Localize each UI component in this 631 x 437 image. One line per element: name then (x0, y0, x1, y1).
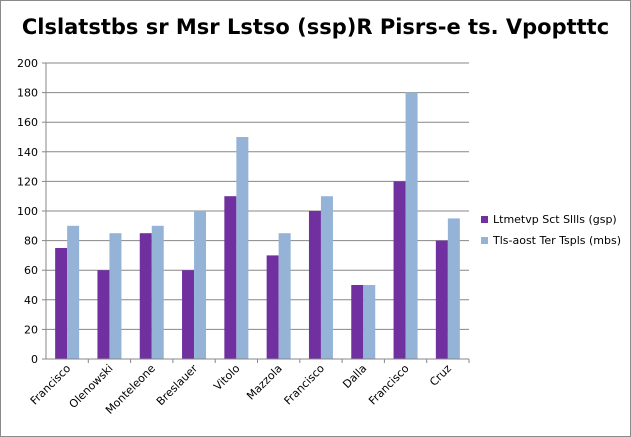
x-tick-label: Breslauer (154, 362, 201, 409)
y-tick-label: 40 (24, 294, 38, 307)
legend-label: Tls-aost Ter Tspls (mbs) (492, 234, 621, 247)
legend-label: Ltmetvp Sct Sllls (gsp) (493, 213, 617, 226)
bar-series-2 (363, 285, 376, 359)
bars (55, 92, 460, 359)
bar-series-1 (266, 255, 279, 359)
legend: Ltmetvp Sct Sllls (gsp) Tls-aost Ter Tspl… (481, 213, 621, 247)
bar-series-1 (55, 248, 68, 359)
bar-series-2 (194, 211, 207, 359)
x-tick-label: Vitolo (211, 362, 242, 393)
axes (42, 62, 470, 363)
bar-series-1 (308, 211, 321, 359)
bar-series-1 (393, 181, 406, 359)
bar-series-2 (109, 233, 122, 359)
bar-series-2 (405, 92, 418, 359)
bar-series-1 (182, 270, 195, 359)
y-tick-label: 160 (17, 116, 38, 129)
y-tick-labels: 0 20 40 60 80 100 120 140 160 180 200 (17, 57, 38, 366)
bar-series-2 (278, 233, 291, 359)
bar-series-2 (151, 225, 164, 359)
bar-series-2 (236, 137, 249, 359)
y-tick-label: 200 (17, 57, 38, 70)
bar-series-1 (435, 240, 448, 359)
bar-series-2 (447, 218, 460, 359)
x-tick-label: Mazzola (244, 362, 285, 403)
legend-swatch (481, 216, 488, 223)
y-tick-label: 20 (24, 323, 38, 336)
x-tick-label: Dalla (340, 362, 369, 391)
y-tick-label: 60 (24, 264, 38, 277)
x-tick-label: Francisco (282, 362, 328, 408)
x-tick-label: Francisco (366, 362, 412, 408)
y-tick-label: 140 (17, 146, 38, 159)
bar-series-2 (67, 225, 80, 359)
legend-swatch (481, 237, 488, 244)
y-tick-label: 80 (24, 235, 38, 248)
bar-series-1 (97, 270, 110, 359)
y-tick-label: 120 (17, 175, 38, 188)
bar-series-1 (139, 233, 152, 359)
y-tick-label: 0 (31, 353, 38, 366)
bar-series-2 (320, 196, 333, 359)
y-tick-label: 100 (17, 205, 38, 218)
bar-series-1 (351, 285, 364, 359)
chart-title: Clslatstbs sr Msr Lstso (ssp)R Pisrs-e t… (21, 15, 610, 39)
bar-series-1 (224, 196, 237, 359)
x-tick-label: Cruz (427, 362, 454, 389)
y-tick-label: 180 (17, 87, 38, 100)
